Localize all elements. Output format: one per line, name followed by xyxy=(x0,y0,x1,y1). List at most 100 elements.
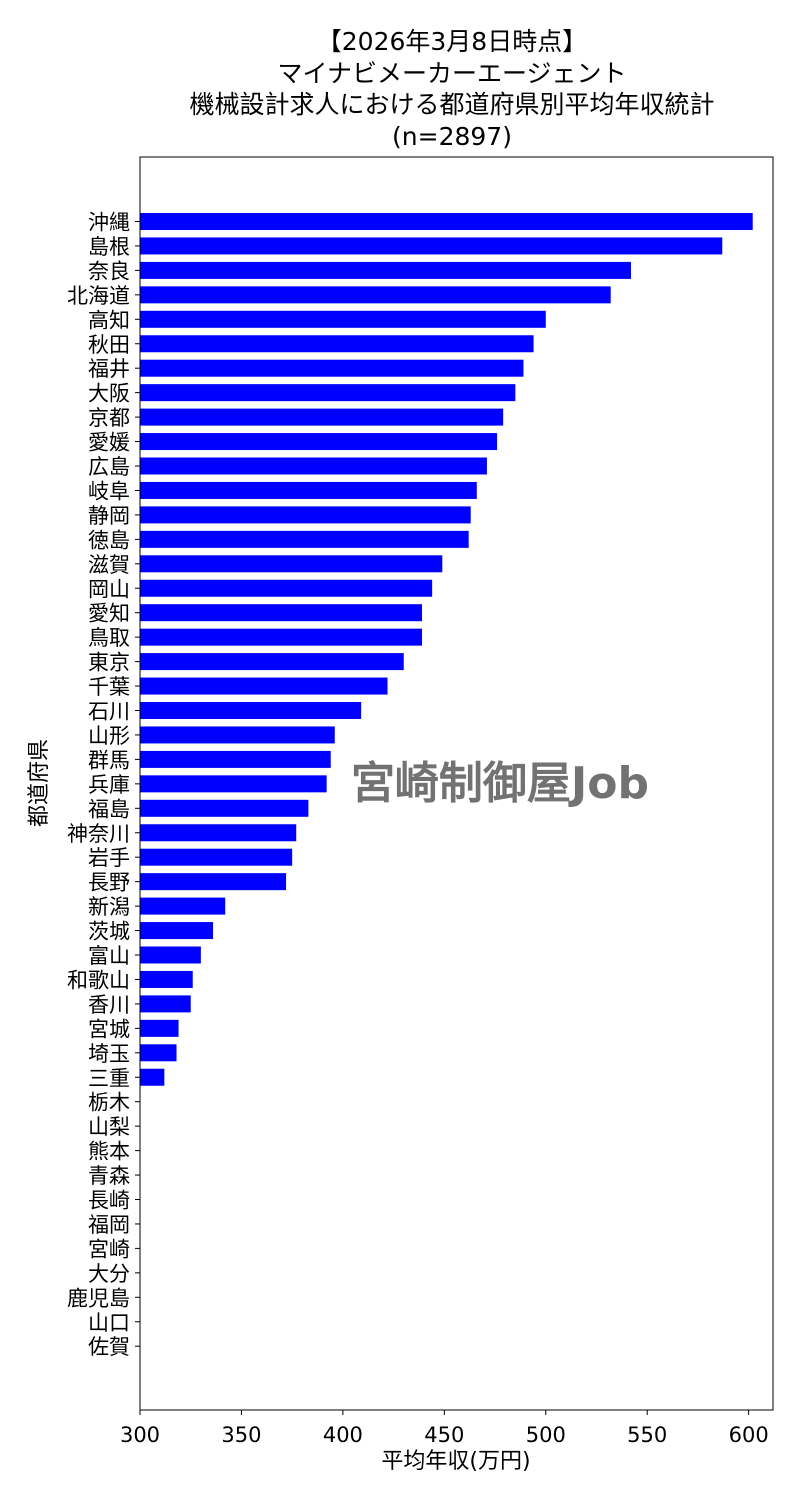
y-tick-label: 広島 xyxy=(88,455,130,479)
y-tick-label: 石川 xyxy=(88,700,130,724)
bar-三重 xyxy=(140,1068,165,1086)
bar-宮城 xyxy=(140,1019,179,1037)
y-tick-label: 福岡 xyxy=(88,1213,130,1237)
bar-新潟 xyxy=(140,897,226,915)
y-tick-label: 島根 xyxy=(88,235,130,259)
y-tick-label: 愛媛 xyxy=(88,431,130,455)
y-tick-label: 岩手 xyxy=(88,846,130,870)
y-tick-label: 山形 xyxy=(88,724,130,748)
bar-東京 xyxy=(140,653,404,671)
y-tick-label: 長野 xyxy=(88,871,130,895)
bar-広島 xyxy=(140,457,487,475)
bar-群馬 xyxy=(140,750,331,768)
x-tick-label: 450 xyxy=(424,1423,464,1447)
bar-兵庫 xyxy=(140,775,327,793)
x-tick-label: 400 xyxy=(323,1423,363,1447)
y-tick-label: 宮崎 xyxy=(88,1237,130,1261)
y-tick-label: 愛知 xyxy=(88,602,130,626)
y-tick-label: 京都 xyxy=(88,406,130,430)
y-tick-label: 徳島 xyxy=(88,528,130,552)
bar-福井 xyxy=(140,359,524,377)
y-tick-label: 富山 xyxy=(88,944,130,968)
y-tick-label: 東京 xyxy=(88,651,130,675)
y-tick-label: 神奈川 xyxy=(67,822,130,846)
y-tick-label: 大阪 xyxy=(88,382,130,406)
bars-group xyxy=(140,213,753,1086)
x-tick-label: 600 xyxy=(729,1423,769,1447)
bar-茨城 xyxy=(140,922,214,940)
chart-subtitle-line-3: (n=2897) xyxy=(392,122,512,151)
bar-愛知 xyxy=(140,604,423,622)
y-tick-label: 福島 xyxy=(88,797,130,821)
y-tick-label: 沖縄 xyxy=(88,211,130,235)
y-tick-label: 岐阜 xyxy=(88,479,130,503)
bar-神奈川 xyxy=(140,824,297,842)
bar-鳥取 xyxy=(140,628,423,646)
y-tick-label: 佐賀 xyxy=(88,1335,130,1359)
bar-長野 xyxy=(140,873,287,891)
watermark: 宮崎制御屋Job xyxy=(351,758,649,809)
bar-高知 xyxy=(140,310,546,328)
x-tick-label: 550 xyxy=(627,1423,667,1447)
y-tick-label: 山口 xyxy=(88,1311,130,1335)
plot-frame xyxy=(139,156,774,1411)
chart-title: 【2026年3月8日時点】 xyxy=(317,27,587,56)
bar-北海道 xyxy=(140,286,611,304)
y-tick-label: 秋田 xyxy=(88,333,130,357)
y-tick-label: 熊本 xyxy=(88,1140,130,1164)
y-tick-label: 埼玉 xyxy=(88,1042,130,1066)
y-tick-label: 三重 xyxy=(88,1066,130,1090)
bar-富山 xyxy=(140,946,201,964)
y-tick-label: 青森 xyxy=(88,1164,130,1188)
y-tick-label: 高知 xyxy=(88,308,130,332)
y-tick-label: 栃木 xyxy=(88,1091,130,1115)
chart-subtitle-line-2: 機械設計求人における都道府県別平均年収統計 xyxy=(189,90,714,119)
y-tick-label: 茨城 xyxy=(88,920,130,944)
bar-奈良 xyxy=(140,261,631,279)
y-tick-label: 千葉 xyxy=(88,675,130,699)
y-axis-label: 都道府県 xyxy=(27,739,52,827)
y-tick-label: 大分 xyxy=(88,1262,130,1286)
x-tick-label: 300 xyxy=(120,1423,160,1447)
bar-島根 xyxy=(140,237,723,255)
bar-石川 xyxy=(140,702,362,719)
y-tick-label: 鹿児島 xyxy=(67,1286,130,1310)
y-tick-label: 山梨 xyxy=(88,1115,130,1139)
y-tick-label: 兵庫 xyxy=(88,773,130,797)
bar-香川 xyxy=(140,995,191,1013)
y-tick-label: 北海道 xyxy=(67,284,130,308)
y-tick-label: 岡山 xyxy=(88,577,130,601)
bar-山形 xyxy=(140,726,335,744)
bar-岩手 xyxy=(140,848,293,866)
bar-埼玉 xyxy=(140,1044,177,1062)
chart-subtitle-line-1: マイナビメーカーエージェント xyxy=(277,59,626,88)
y-tick-label: 奈良 xyxy=(88,259,130,283)
y-tick-label: 和歌山 xyxy=(67,968,130,992)
bar-岡山 xyxy=(140,579,433,597)
bar-滋賀 xyxy=(140,555,443,573)
bar-福島 xyxy=(140,799,309,817)
y-tick-label: 新潟 xyxy=(88,895,130,919)
y-tick-label: 滋賀 xyxy=(88,553,130,577)
y-tick-label: 群馬 xyxy=(88,748,130,772)
bar-秋田 xyxy=(140,335,534,353)
bar-沖縄 xyxy=(140,213,753,230)
y-tick-label: 宮城 xyxy=(88,1017,130,1041)
y-tick-label: 長崎 xyxy=(88,1189,130,1213)
bar-大阪 xyxy=(140,384,516,402)
bar-静岡 xyxy=(140,506,471,524)
y-tick-label: 香川 xyxy=(88,993,130,1017)
bar-徳島 xyxy=(140,530,469,548)
x-axis: 300 350 400 450 500 550 600 xyxy=(120,1410,769,1447)
bar-愛媛 xyxy=(140,433,498,451)
y-tick-label: 静岡 xyxy=(88,504,130,528)
x-tick-label: 500 xyxy=(526,1423,566,1447)
bar-和歌山 xyxy=(140,970,193,988)
x-tick-label: 350 xyxy=(221,1423,261,1447)
y-tick-label: 福井 xyxy=(88,357,130,381)
bar-京都 xyxy=(140,408,504,426)
bar-千葉 xyxy=(140,677,388,695)
bar-岐阜 xyxy=(140,481,477,499)
y-tick-labels: 沖縄島根奈良北海道高知秋田福井大阪京都愛媛広島岐阜静岡徳島滋賀岡山愛知鳥取東京千… xyxy=(67,211,140,1359)
